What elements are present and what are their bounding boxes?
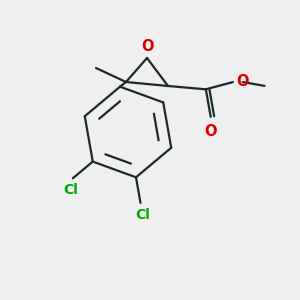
Text: Cl: Cl <box>135 208 150 222</box>
Text: Cl: Cl <box>63 183 78 197</box>
Text: O: O <box>141 39 153 54</box>
Text: O: O <box>205 124 217 139</box>
Text: O: O <box>236 74 248 88</box>
